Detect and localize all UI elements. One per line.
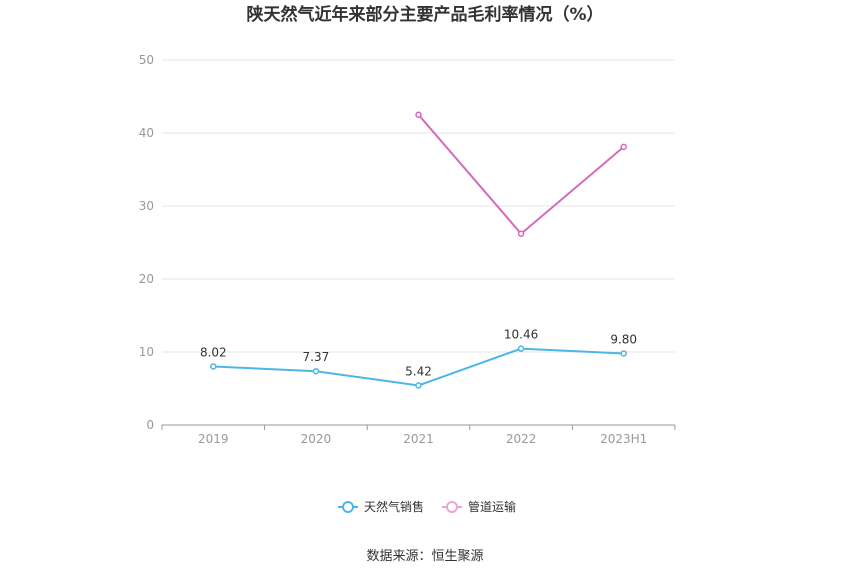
y-tick-label: 10 [139,345,154,359]
source-note: 数据来源：恒生聚源 [366,549,483,564]
data-label: 10.46 [504,328,538,342]
x-tick-label: 2022 [506,432,537,446]
legend-label: 天然气销售 [364,499,424,514]
grid [162,59,675,353]
y-tick-label: 0 [146,418,154,432]
data-label: 7.37 [303,350,330,364]
data-point [620,350,627,357]
series-0: 8.02 7.37 5.42 10.46 9.80 [200,328,637,389]
data-label: 9.80 [610,332,637,346]
y-tick-label: 50 [139,53,154,67]
data-point [210,363,217,370]
x-tick-label: 2020 [301,432,332,446]
y-tick-label: 40 [139,126,154,140]
y-tick-label: 30 [139,199,154,213]
x-axis: 2019 2020 2021 2022 2023H1 [161,424,676,446]
data-point [517,345,525,352]
x-tick-label: 2019 [198,432,229,446]
series-1 [415,111,627,237]
legend-label: 管道运输 [468,499,516,514]
legend-marker [342,501,354,513]
x-tick-label: 2021 [403,432,434,446]
data-label: 5.42 [405,364,432,378]
data-label: 8.02 [200,345,227,359]
data-point [415,111,422,118]
data-point [517,230,525,237]
chart-title: 陕天然气近年来部分主要产品毛利率情况（%） [246,4,603,25]
data-point [312,367,320,375]
data-point [620,143,627,151]
data-point [415,382,422,389]
legend-item: 天然气销售 [338,499,424,514]
y-tick-label: 20 [139,272,154,286]
legend-item: 管道运输 [442,499,516,514]
x-tick-label: 2023H1 [600,432,647,446]
legend-marker [446,501,458,513]
y-axis: 0 10 20 30 40 50 [139,53,154,432]
series-layer: 8.02 7.37 5.42 10.46 9.80 [200,111,637,389]
legend: 天然气销售 管道运输 [338,499,516,514]
